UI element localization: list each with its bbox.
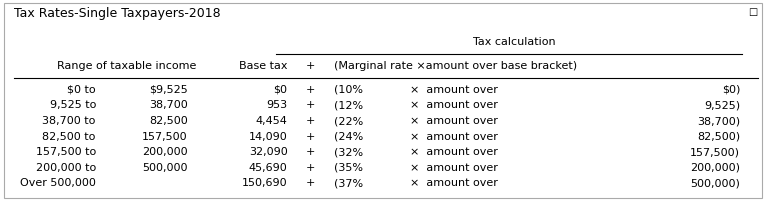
- Text: 150,690: 150,690: [242, 178, 288, 188]
- Text: (Marginal rate ×amount over base bracket): (Marginal rate ×amount over base bracket…: [334, 61, 577, 71]
- Text: ×  amount over: × amount over: [410, 132, 499, 142]
- Text: 157,500 to: 157,500 to: [35, 147, 96, 157]
- Text: $0 to: $0 to: [67, 85, 96, 95]
- Text: 500,000): 500,000): [690, 178, 740, 188]
- Text: $9,525: $9,525: [149, 85, 188, 95]
- Text: $0): $0): [722, 85, 740, 95]
- Text: (12%: (12%: [334, 100, 363, 110]
- Text: +: +: [306, 85, 315, 95]
- Text: +: +: [306, 61, 315, 71]
- Text: 38,700 to: 38,700 to: [42, 116, 96, 126]
- Text: ×  amount over: × amount over: [410, 163, 499, 173]
- Text: ×  amount over: × amount over: [410, 85, 499, 95]
- Text: Range of taxable income: Range of taxable income: [57, 61, 196, 71]
- Text: (24%: (24%: [334, 132, 363, 142]
- Text: (37%: (37%: [334, 178, 363, 188]
- Text: ×  amount over: × amount over: [410, 147, 499, 157]
- Text: +: +: [306, 132, 315, 142]
- Text: 38,700: 38,700: [149, 100, 188, 110]
- Text: Tax calculation: Tax calculation: [472, 37, 555, 47]
- Text: 157,500: 157,500: [143, 132, 188, 142]
- Text: (22%: (22%: [334, 116, 363, 126]
- Text: Over 500,000: Over 500,000: [20, 178, 96, 188]
- Text: 45,690: 45,690: [249, 163, 288, 173]
- Text: Base tax: Base tax: [239, 61, 288, 71]
- Text: 200,000: 200,000: [143, 147, 188, 157]
- Text: 82,500: 82,500: [149, 116, 188, 126]
- Text: 82,500): 82,500): [697, 132, 740, 142]
- Text: 200,000 to: 200,000 to: [35, 163, 96, 173]
- Text: ×  amount over: × amount over: [410, 178, 499, 188]
- Text: □: □: [749, 7, 758, 17]
- Text: 200,000): 200,000): [690, 163, 740, 173]
- Text: +: +: [306, 178, 315, 188]
- Text: (10%: (10%: [334, 85, 363, 95]
- Text: 953: 953: [266, 100, 288, 110]
- Text: +: +: [306, 116, 315, 126]
- Text: +: +: [306, 147, 315, 157]
- Text: 32,090: 32,090: [249, 147, 288, 157]
- Text: +: +: [306, 100, 315, 110]
- Text: Tax Rates-Single Taxpayers-2018: Tax Rates-Single Taxpayers-2018: [14, 7, 220, 20]
- Text: 38,700): 38,700): [697, 116, 740, 126]
- Text: +: +: [306, 163, 315, 173]
- Text: 9,525 to: 9,525 to: [50, 100, 96, 110]
- Text: ×  amount over: × amount over: [410, 100, 499, 110]
- Text: (35%: (35%: [334, 163, 363, 173]
- Text: 9,525): 9,525): [704, 100, 740, 110]
- Text: 82,500 to: 82,500 to: [42, 132, 96, 142]
- FancyBboxPatch shape: [4, 3, 762, 198]
- Text: ×  amount over: × amount over: [410, 116, 499, 126]
- Text: $0: $0: [274, 85, 288, 95]
- Text: (32%: (32%: [334, 147, 363, 157]
- Text: 14,090: 14,090: [249, 132, 288, 142]
- Text: 4,454: 4,454: [255, 116, 288, 126]
- Text: 157,500): 157,500): [690, 147, 740, 157]
- Text: 500,000: 500,000: [143, 163, 188, 173]
